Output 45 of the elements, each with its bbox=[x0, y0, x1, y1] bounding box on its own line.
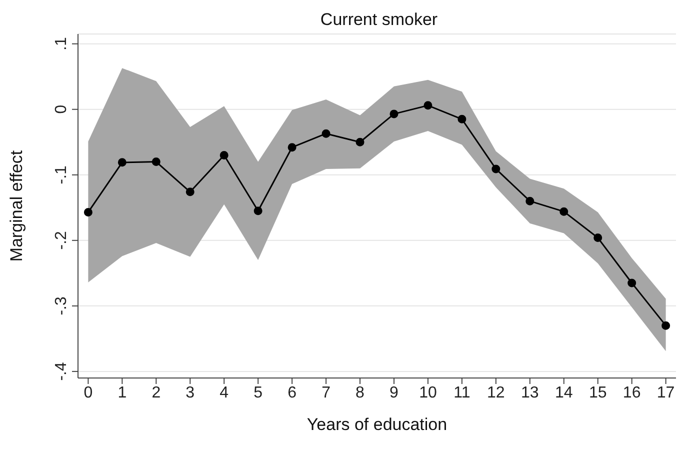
y-tick-label: -.1 bbox=[53, 165, 70, 184]
x-tick-label: 15 bbox=[588, 384, 607, 402]
point bbox=[594, 234, 602, 242]
point bbox=[254, 206, 262, 216]
point bbox=[458, 114, 466, 124]
x-tick-label: 3 bbox=[186, 384, 195, 402]
x-tick-label: 9 bbox=[390, 384, 399, 402]
x-tick-label: 4 bbox=[220, 384, 229, 402]
x-axis-title: Years of education bbox=[306, 415, 448, 434]
point bbox=[560, 207, 568, 216]
x-tick-label: 1 bbox=[118, 384, 127, 402]
x-tick-label: 2 bbox=[152, 384, 161, 402]
x-tick-label: 5 bbox=[254, 384, 263, 402]
point bbox=[220, 150, 228, 160]
point bbox=[628, 278, 636, 288]
x-tick-label: 7 bbox=[322, 384, 331, 402]
x-tick-label: 13 bbox=[521, 384, 539, 402]
y-tick-label: .1 bbox=[53, 37, 70, 50]
point bbox=[118, 158, 126, 167]
point bbox=[152, 158, 160, 166]
y-tick-label: -.4 bbox=[53, 362, 70, 381]
point bbox=[492, 164, 500, 174]
point bbox=[84, 208, 92, 216]
point bbox=[390, 110, 398, 118]
x-tick-label: 12 bbox=[487, 384, 505, 402]
x-tick-label: 0 bbox=[84, 384, 93, 402]
x-tick-label: 11 bbox=[454, 384, 470, 402]
point bbox=[356, 138, 364, 146]
point bbox=[424, 101, 432, 110]
point bbox=[322, 129, 330, 138]
y-tick-label: -.2 bbox=[53, 230, 70, 250]
chart-title: Current smoker bbox=[319, 10, 439, 30]
x-tick-label: 14 bbox=[554, 384, 573, 402]
point bbox=[526, 196, 534, 206]
y-tick-label: -.3 bbox=[53, 296, 70, 316]
y-tick-label: 0 bbox=[53, 104, 70, 114]
x-tick-label: 6 bbox=[288, 384, 297, 402]
point bbox=[662, 321, 670, 330]
x-tick-label: 8 bbox=[356, 384, 365, 402]
y-axis-title: Marginal effect bbox=[7, 150, 26, 262]
point bbox=[186, 188, 194, 196]
x-tick-label: 10 bbox=[419, 384, 437, 402]
x-tick-label: 16 bbox=[622, 384, 641, 402]
point bbox=[288, 143, 296, 152]
x-tick-label: 17 bbox=[656, 384, 675, 402]
